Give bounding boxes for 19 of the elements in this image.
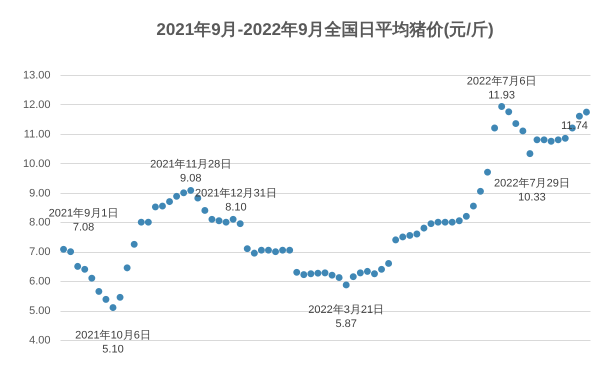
y-tick-label: 12.00 <box>22 98 50 111</box>
y-tick-label: 13.00 <box>22 70 50 82</box>
annotation: 2021年10月6日 5.10 <box>75 330 151 356</box>
chart-title: 2021年9月-2022年9月全国日平均猪价(元/斤) <box>156 20 494 39</box>
annotation: 2021年9月1日 7.08 <box>48 207 118 234</box>
annotation: 2022年3月21日 5.87 <box>308 304 384 330</box>
annotation: 11.74 <box>561 120 588 132</box>
y-tick-label: 11.00 <box>24 128 50 140</box>
annotation: 2022年7月6日 11.93 <box>466 76 537 102</box>
y-tick-label: 5.00 <box>29 305 50 318</box>
y-tick-label: 7.00 <box>29 246 50 258</box>
y-tick-label: 10.00 <box>22 158 50 170</box>
annotation: 2022年7月29日 10.33 <box>494 178 570 204</box>
y-tick-label: 6.00 <box>29 276 50 288</box>
annotation: 2021年11月28日 9.08 <box>150 158 232 184</box>
y-tick-label: 9.00 <box>29 187 50 200</box>
y-tick-label: 8.00 <box>29 216 50 229</box>
annotation: 2021年12月31日 8.10 <box>194 187 277 214</box>
y-tick-label: 4.00 <box>29 334 50 346</box>
